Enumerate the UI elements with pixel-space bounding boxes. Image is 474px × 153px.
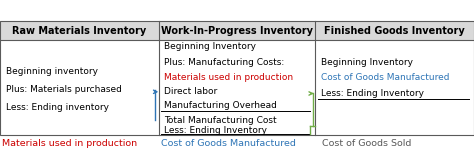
Text: Cost of Goods Sold: Cost of Goods Sold [322,139,412,148]
Bar [315,21,474,40]
Text: Cost of Goods Manufactured: Cost of Goods Manufactured [321,73,449,82]
Bar [0,21,474,135]
Text: Beginning Inventory: Beginning Inventory [164,42,256,51]
Text: Plus: Materials purchased: Plus: Materials purchased [6,85,121,94]
Text: Less: Ending Inventory: Less: Ending Inventory [164,126,267,134]
Text: Finished Goods Inventory: Finished Goods Inventory [324,26,465,36]
Text: Less: Ending Inventory: Less: Ending Inventory [321,89,424,98]
Text: Total Manufacturing Cost: Total Manufacturing Cost [164,116,277,125]
Text: Cost of Goods Manufactured: Cost of Goods Manufactured [161,139,296,148]
Text: Beginning inventory: Beginning inventory [6,67,98,76]
Bar [0,21,474,135]
Bar [0,21,159,40]
Text: Less: Ending inventory: Less: Ending inventory [6,103,109,112]
Text: Plus: Manufacturing Costs:: Plus: Manufacturing Costs: [164,58,285,67]
Text: Manufacturing Overhead: Manufacturing Overhead [164,101,277,110]
Text: Work-In-Progress Inventory: Work-In-Progress Inventory [161,26,313,36]
Text: Beginning Inventory: Beginning Inventory [321,58,413,67]
Text: Direct labor: Direct labor [164,87,218,96]
Bar [159,21,315,40]
Text: Raw Materials Inventory: Raw Materials Inventory [12,26,146,36]
Text: Materials used in production: Materials used in production [2,139,137,148]
Text: Materials used in production: Materials used in production [164,73,293,82]
